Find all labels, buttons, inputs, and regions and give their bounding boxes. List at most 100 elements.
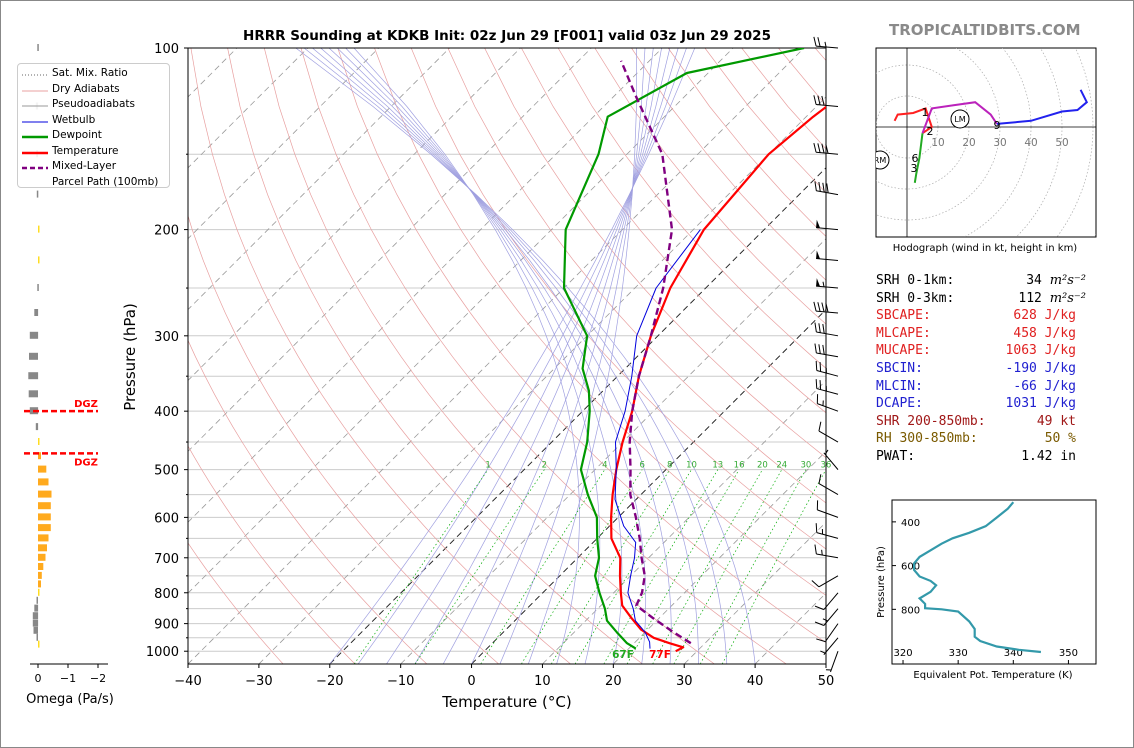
pseudoadiabat xyxy=(353,48,580,664)
omega-bar xyxy=(38,513,51,521)
theta-y-label: Pressure (hPa) xyxy=(876,546,887,618)
legend-swatch xyxy=(22,105,48,107)
index-row: SRH 0-1km: 34 m²s⁻² xyxy=(876,273,1086,290)
omega-tick-label: −1 xyxy=(60,672,76,685)
index-value: 458 J/kg xyxy=(1013,325,1076,341)
wind-barb xyxy=(816,278,839,289)
legend-label: Mixed-Layer xyxy=(52,160,117,172)
pseudoadiabat xyxy=(329,48,696,664)
plot-frame xyxy=(187,47,827,665)
omega-bar xyxy=(38,452,41,460)
index-unit: m²s⁻² xyxy=(1049,290,1086,306)
wind-barb xyxy=(816,250,839,261)
index-row: MLCAPE: 458 J/kg xyxy=(876,326,1076,343)
pseudoadiabat xyxy=(328,48,647,664)
omega-axis-label: Omega (Pa/s) xyxy=(26,692,114,707)
legend-item: Dry Adiabats xyxy=(18,83,168,98)
isotherm xyxy=(188,48,309,169)
mixing-ratio-line xyxy=(414,469,545,664)
mixing-ratio-line xyxy=(521,469,643,664)
mixing-ratio-label: 8 xyxy=(667,461,672,471)
index-value: -190 J/kg xyxy=(1005,361,1076,376)
legend-item: Pseudoadiabats xyxy=(18,98,168,113)
theta-x-tick-label: 330 xyxy=(949,648,968,659)
wind-barb xyxy=(813,142,839,155)
index-value: 49 kt xyxy=(1036,413,1076,429)
y-tick-label: 1000 xyxy=(146,645,179,660)
mixing-ratio-label: 20 xyxy=(757,461,768,471)
index-label: SRH 0-3km: xyxy=(876,290,955,306)
pseudoadiabat xyxy=(357,48,687,664)
dry-adiabat xyxy=(227,48,643,664)
dry-adiabat xyxy=(190,48,571,664)
index-row: MUCAPE: 1063 J/kg xyxy=(876,343,1076,360)
omega-bar xyxy=(33,626,38,634)
dry-adiabat xyxy=(557,48,826,369)
storm-motion-marker xyxy=(876,150,890,170)
chart-title: HRRR Sounding at KDKB Init: 02z Jun 29 [… xyxy=(243,28,771,44)
pseudoadiabat xyxy=(414,48,671,664)
y-tick-label: 500 xyxy=(154,464,179,479)
index-value: 50 % xyxy=(1044,431,1076,447)
legend-label: Parcel Path (100mb) xyxy=(52,175,159,188)
index-label: MLCIN: xyxy=(876,378,923,394)
index-row: SHR 200-850mb: 49 kt xyxy=(876,414,1076,431)
omega-tick-label: −2 xyxy=(90,672,106,685)
y-tick-label: 100 xyxy=(154,42,179,57)
mixing-ratio-label: 4 xyxy=(602,461,607,471)
pseudoadiabat xyxy=(499,48,646,664)
mixing-ratio-label: 10 xyxy=(686,461,697,471)
x-tick-label: 10 xyxy=(534,674,551,689)
hodograph-height-label: 9 xyxy=(994,119,1001,132)
dry-adiabat xyxy=(374,48,826,596)
y-axis-label: Pressure (hPa) xyxy=(121,303,139,411)
index-value: 1031 J/kg xyxy=(1005,396,1076,412)
omega-bar xyxy=(35,423,39,431)
theta-frame xyxy=(891,499,1097,665)
omega-bar xyxy=(32,612,39,620)
isotherm xyxy=(258,96,826,664)
y-tick-label: 200 xyxy=(154,224,179,239)
mixing-ratio-label: 2 xyxy=(542,461,547,471)
index-row: SBCAPE: 628 J/kg xyxy=(876,308,1076,325)
mixing-ratio-line xyxy=(574,469,692,664)
x-tick-label: −40 xyxy=(174,674,201,689)
omega-bar xyxy=(29,331,39,339)
dry-adiabat xyxy=(447,48,826,504)
omega-bar xyxy=(29,352,38,360)
mixing-ratio-label: 1 xyxy=(485,461,490,471)
index-row: SRH 0-3km: 112 m²s⁻² xyxy=(876,290,1086,308)
index-label: SBCAPE: xyxy=(876,308,931,324)
legend-label: Wetbulb xyxy=(52,113,96,126)
mixing-ratio-label: 24 xyxy=(776,461,787,471)
omega-bar xyxy=(38,588,40,596)
mixing-ratio-line xyxy=(550,469,670,664)
theta-x-label: Equivalent Pot. Temperature (K) xyxy=(913,670,1072,681)
minus20-isotherm xyxy=(329,167,826,664)
hodograph-segment xyxy=(893,107,933,135)
mixing-ratio-line xyxy=(721,469,826,664)
dgz-label: DGZ xyxy=(74,399,98,410)
isotherm xyxy=(188,48,379,240)
omega-bar xyxy=(38,465,47,473)
theta-x-tick-label: 320 xyxy=(893,648,912,659)
isotherm xyxy=(683,521,826,664)
index-label: SBCIN: xyxy=(876,361,923,376)
legend-item: Mixed-Layer xyxy=(18,160,168,175)
mixing-ratio-line xyxy=(626,469,740,664)
theta-x-tick-label: 340 xyxy=(1004,648,1023,659)
mixing-ratio-label: 13 xyxy=(712,461,723,471)
x-tick-label: −30 xyxy=(245,674,272,689)
wind-barb xyxy=(816,219,839,231)
omega-bar xyxy=(38,580,41,588)
mixing-ratio-label: 6 xyxy=(639,461,644,471)
hodograph-caption: Hodograph (wind in kt, height in km) xyxy=(893,243,1078,254)
omega-bar xyxy=(37,284,39,291)
index-label: DCAPE: xyxy=(876,396,923,412)
omega-bar xyxy=(36,596,38,604)
dry-adiabat xyxy=(188,339,428,664)
mixing-ratio-line xyxy=(699,469,807,664)
pseudoadiabat xyxy=(527,48,637,664)
storm-motion-marker xyxy=(950,109,970,129)
hodograph-ring-label: 50 xyxy=(1055,137,1068,149)
